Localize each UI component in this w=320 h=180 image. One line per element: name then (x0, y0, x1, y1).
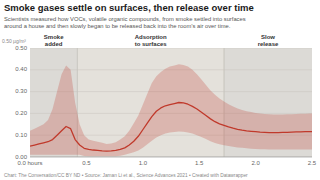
x-tick-label: 1.5 (195, 160, 204, 166)
x-tick-label: 2.5 (308, 160, 317, 166)
chart: Smoke gases settle on surfaces, then rel… (0, 0, 320, 180)
y-tick-label: 0.20 (15, 110, 27, 116)
confidence-band (30, 64, 312, 156)
y-tick-label: 0.50 (15, 45, 27, 51)
plot-area (30, 48, 312, 157)
x-tick-label: 0.0 hours (17, 160, 42, 166)
y-tick-label: 0.40 (15, 66, 27, 72)
y-axis-label: 0.50 µg/m³ (2, 38, 26, 44)
footer: Chart: The Conversation/CC BY ND • Sourc… (4, 173, 248, 178)
x-tick-label: 1.0 (139, 160, 148, 166)
x-tick-label: 0.5 (82, 160, 91, 166)
subtitle: Scientists measured how VOCs, volatile o… (4, 16, 246, 29)
region-label: Adsorptionto surfaces (135, 34, 168, 47)
y-tick-label: 0.10 (15, 132, 27, 138)
y-tick-label: 0.00 (15, 154, 27, 160)
y-tick-label: 0.30 (15, 88, 27, 94)
region-label: Smokeadded (44, 34, 64, 47)
x-axis (30, 157, 312, 158)
region-label: Slowrelease (258, 34, 279, 47)
grid-line (30, 157, 312, 158)
title: Smoke gases settle on surfaces, then rel… (4, 2, 254, 13)
line (30, 103, 312, 152)
grid-line (30, 48, 312, 49)
x-tick-label: 2.0 (251, 160, 260, 166)
